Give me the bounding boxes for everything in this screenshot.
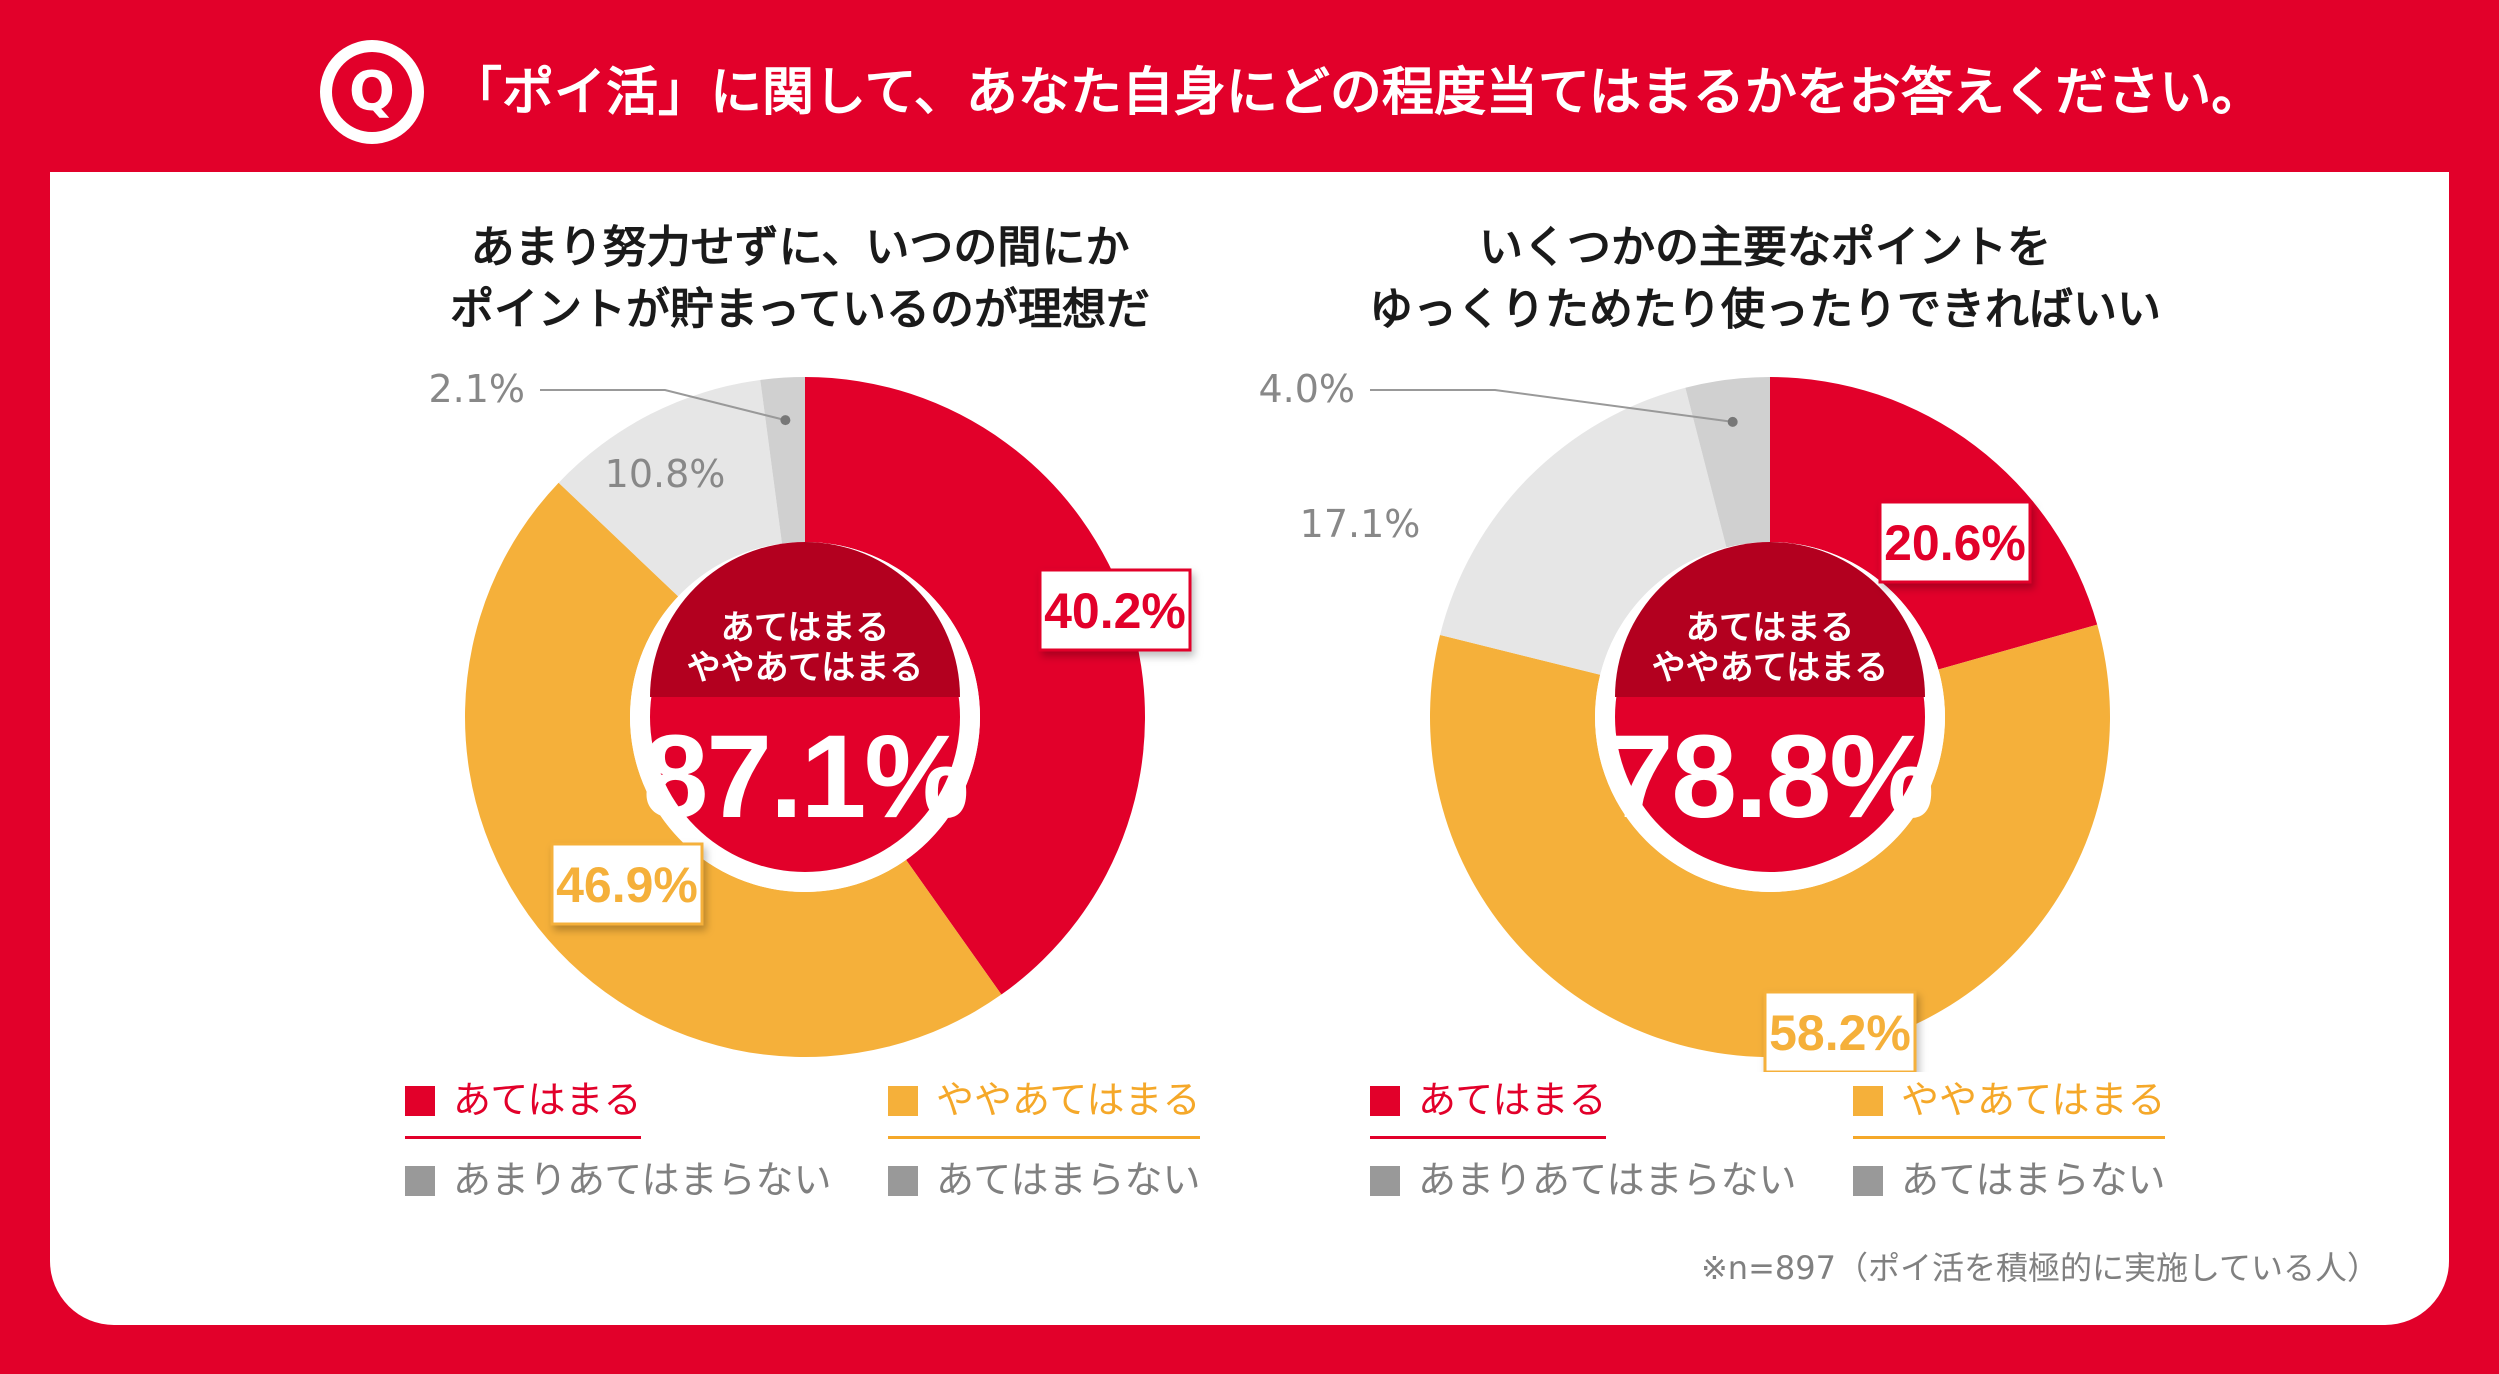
- gray-square-icon: [1370, 1166, 1400, 1196]
- legend-label: ややあてはまる: [936, 1078, 1201, 1122]
- legend-label: あてはまらない: [936, 1158, 1201, 1202]
- legend-item-atehamaru: あてはまる: [405, 1072, 642, 1139]
- legend-item-atehamaru: あてはまる: [1370, 1072, 1607, 1139]
- legend-item-not: あてはまらない: [1853, 1152, 2165, 1216]
- chart-title: あまり努力せずに、いつの間にか ポイントが貯まっているのが理想だ: [250, 217, 1350, 341]
- data-label-yaya: 58.2%: [1763, 990, 1917, 1072]
- legend-label: あてはまる: [1418, 1078, 1607, 1122]
- leader-dot: [780, 415, 791, 426]
- chart-title-line2: ポイントが貯まっているのが理想だ: [449, 284, 1151, 335]
- center-label-line1: あてはまる: [1686, 608, 1855, 648]
- data-label-amari: 17.1%: [1300, 502, 1421, 546]
- segment-amari-atehamaranai: [558, 379, 782, 597]
- segment-yaya-atehamaru: [1430, 624, 2110, 1057]
- content-panel: あまり努力せずに、いつの間にか ポイントが貯まっているのが理想だ あてはまる やや…: [50, 172, 2449, 1325]
- data-label-yaya: 46.9%: [550, 842, 704, 926]
- svg-text:40.2%: 40.2%: [1044, 583, 1186, 639]
- data-label-atehamaru: 40.2%: [1038, 568, 1192, 652]
- leader-line: [540, 389, 786, 422]
- center-label-line1: あてはまる: [721, 608, 890, 648]
- segment-atehamaranai: [1685, 377, 1770, 548]
- legend-item-not: あてはまらない: [888, 1152, 1200, 1216]
- legend-item-yaya: ややあてはまる: [888, 1072, 1201, 1139]
- red-square-icon: [1370, 1086, 1400, 1116]
- gray-square-icon: [888, 1166, 918, 1196]
- center-label-line2: ややあてはまる: [1652, 648, 1889, 688]
- svg-text:20.6%: 20.6%: [1884, 515, 2026, 571]
- segment-amari-atehamaranai: [1440, 387, 1727, 675]
- leader-dot: [1727, 416, 1738, 427]
- gray-square-icon: [405, 1166, 435, 1196]
- chart-title-line2: ゆっくりためたり使ったりできればいい: [1369, 284, 2161, 335]
- total-percentage: 87.1%: [643, 711, 968, 843]
- legend-label: あまりあてはまらない: [1418, 1158, 1797, 1202]
- question-text: 「ポイ活」に関して、あなた自身にどの程度当てはまるかをお答えください。: [450, 63, 2264, 123]
- red-square-icon: [405, 1086, 435, 1116]
- total-percentage: 78.8%: [1608, 711, 1933, 843]
- legend: あてはまる ややあてはまる あまりあてはまらない あてはまらない: [405, 1072, 1225, 1242]
- chart-left: あまり努力せずに、いつの間にか ポイントが貯まっているのが理想だ あてはまる やや…: [250, 172, 1350, 1325]
- legend-label: ややあてはまる: [1901, 1078, 2166, 1122]
- legend-item-yaya: ややあてはまる: [1853, 1072, 2166, 1139]
- leader-line: [1370, 389, 1733, 423]
- center-label-band: [650, 542, 960, 697]
- header: Q 「ポイ活」に関して、あなた自身にどの程度当てはまるかをお答えください。: [0, 0, 2499, 180]
- yellow-square-icon: [888, 1086, 918, 1116]
- segment-atehamaru: [805, 377, 1145, 995]
- segment-atehamaranai: [760, 377, 805, 544]
- data-label-not: 2.1%: [428, 367, 525, 411]
- data-label-atehamaru: 20.6%: [1878, 500, 2032, 584]
- yellow-square-icon: [1853, 1086, 1883, 1116]
- q-icon: Q: [332, 52, 412, 132]
- chart-right: いくつかの主要なポイントを ゆっくりためたり使ったりできればいい あてはまる やや…: [1215, 172, 2315, 1325]
- legend-label: あてはまる: [453, 1078, 642, 1122]
- center-label-band: [1615, 542, 1925, 697]
- chart-title: いくつかの主要なポイントを ゆっくりためたり使ったりできればいい: [1215, 217, 2315, 341]
- data-label-not: 4.0%: [1258, 367, 1355, 411]
- legend-label: あてはまらない: [1901, 1158, 2166, 1202]
- center-label-line2: ややあてはまる: [687, 648, 924, 688]
- question-badge: Q: [320, 40, 424, 144]
- chart-title-line1: あまり努力せずに、いつの間にか: [470, 222, 1130, 273]
- chart-title-line1: いくつかの主要なポイントを: [1479, 222, 2051, 273]
- legend: あてはまる ややあてはまる あまりあてはまらない あてはまらない: [1370, 1072, 2190, 1242]
- svg-text:58.2%: 58.2%: [1769, 1005, 1911, 1061]
- gray-square-icon: [1853, 1166, 1883, 1196]
- legend-item-amari: あまりあてはまらない: [405, 1152, 831, 1216]
- legend-label: あまりあてはまらない: [453, 1158, 832, 1202]
- footnote: ※n=897（ポイ活を積極的に実施している人）: [1700, 1249, 2379, 1287]
- svg-text:46.9%: 46.9%: [556, 857, 698, 913]
- legend-item-amari: あまりあてはまらない: [1370, 1152, 1796, 1216]
- data-label-amari: 10.8%: [605, 452, 726, 496]
